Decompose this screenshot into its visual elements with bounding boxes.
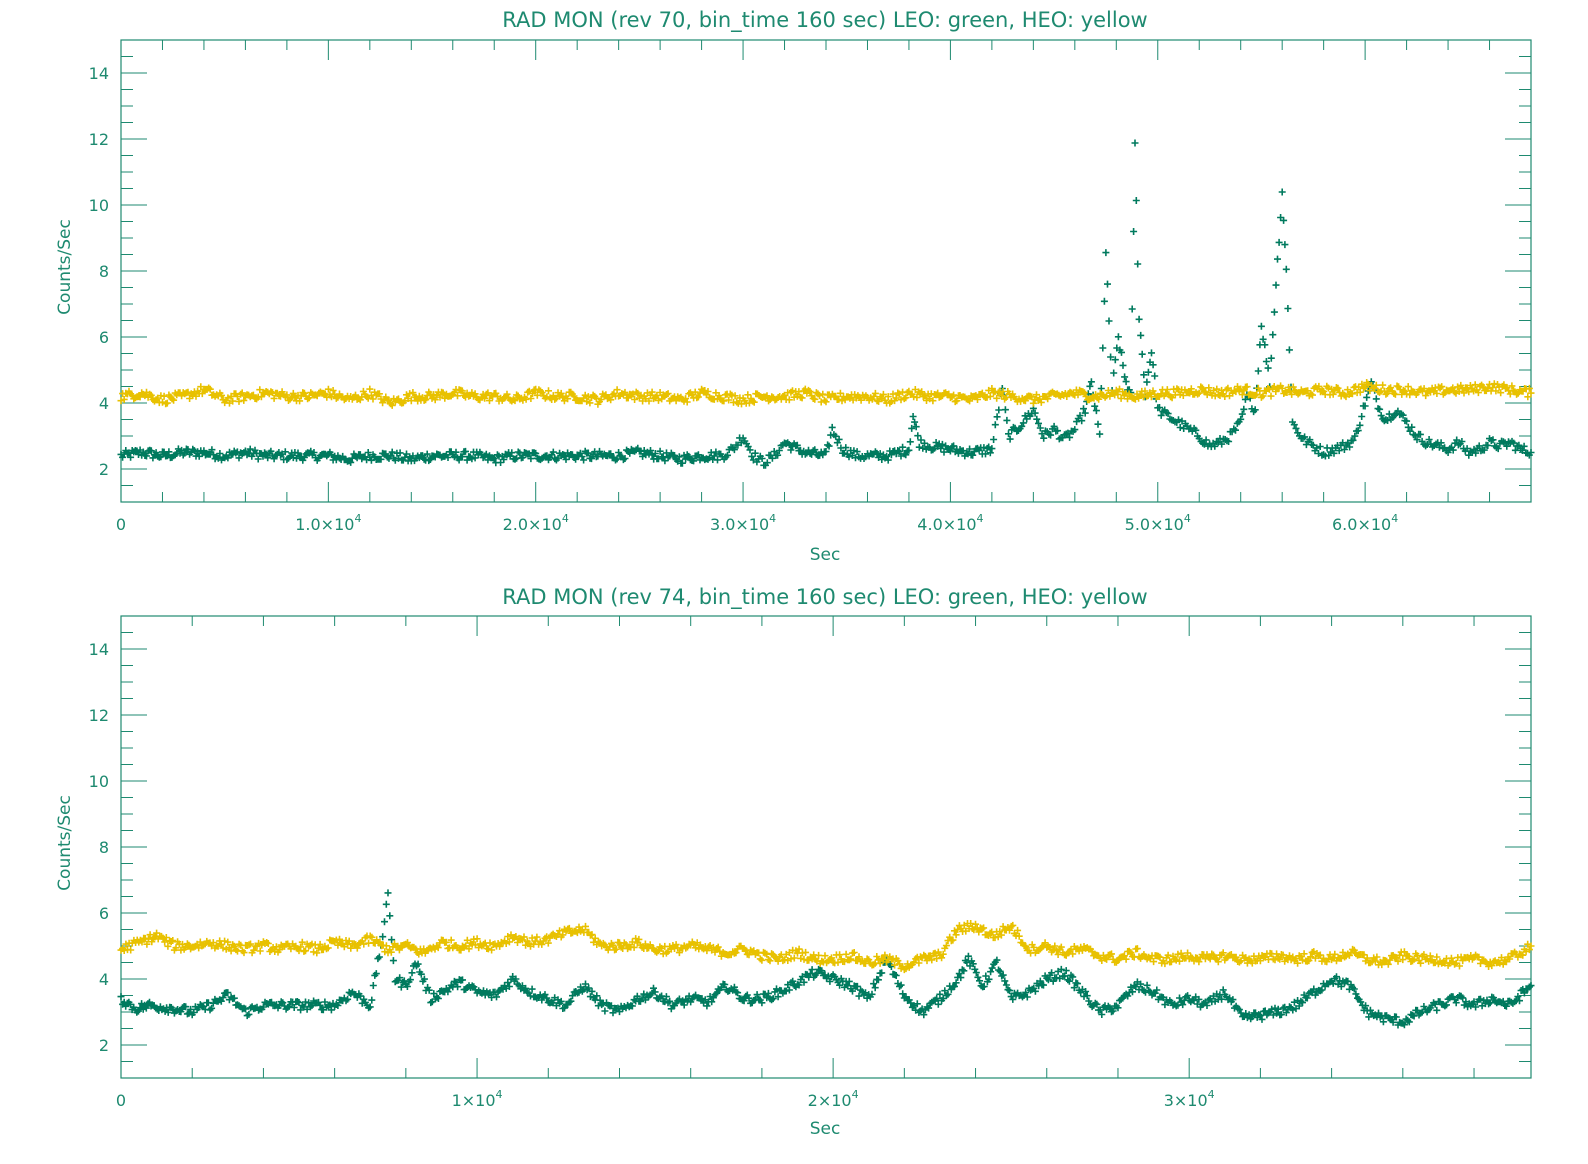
y-axis-label: Counts/Sec (55, 219, 75, 315)
x-tick-label: 0 (116, 1091, 126, 1110)
y-tick-label: 8 (99, 262, 109, 281)
x-tick-label: 4.0×104 (917, 512, 983, 534)
panel-rev-70: RAD MON (rev 70, bin_time 160 sec) LEO: … (55, 8, 1535, 565)
y-tick-labels: 2 4 6 8 10 12 14 (89, 64, 109, 479)
y-tick-label: 14 (89, 64, 109, 83)
panel-title: RAD MON (rev 74, bin_time 160 sec) LEO: … (502, 585, 1147, 610)
x-tick-label: 3×104 (1164, 1088, 1215, 1110)
y-tick-label: 4 (99, 970, 109, 989)
y-tick-label: 6 (99, 328, 109, 347)
x-tick-labels: 0 1×104 2×104 3×104 (116, 1088, 1215, 1110)
series-0 (117, 889, 1535, 1029)
series-1 (117, 379, 1535, 409)
y-tick-labels: 2 4 6 8 10 12 14 (89, 640, 109, 1055)
y-tick-label: 12 (89, 706, 109, 725)
axis-ticks (120, 615, 1531, 1079)
x-tick-label: 1×104 (452, 1088, 503, 1110)
data-series (117, 139, 1535, 469)
y-tick-label: 8 (99, 838, 109, 857)
series-0 (117, 139, 1535, 469)
y-tick-label: 12 (89, 130, 109, 149)
y-tick-label: 6 (99, 904, 109, 923)
series-markers (117, 920, 1535, 974)
x-tick-label: 6.0×104 (1332, 512, 1398, 534)
y-tick-label: 10 (89, 196, 109, 215)
x-axis-label: Sec (810, 545, 841, 565)
data-series (117, 889, 1535, 1029)
x-tick-labels: 0 1.0×104 2.0×104 3.0×104 4.0×104 5.0×104 6.0×… (116, 512, 1398, 534)
panel-rev-74: RAD MON (rev 74, bin_time 160 sec) LEO: … (55, 585, 1535, 1139)
x-tick-label: 2×104 (808, 1088, 859, 1110)
y-tick-label: 10 (89, 772, 109, 791)
y-tick-label: 14 (89, 640, 109, 659)
x-tick-label: 0 (116, 515, 126, 534)
series-markers (117, 139, 1535, 469)
x-tick-label: 3.0×104 (710, 512, 776, 534)
series-markers (117, 889, 1535, 1029)
panel-title: RAD MON (rev 70, bin_time 160 sec) LEO: … (502, 8, 1147, 33)
series-1 (117, 920, 1535, 974)
y-tick-label: 4 (99, 394, 109, 413)
x-tick-label: 5.0×104 (1125, 512, 1191, 534)
x-tick-label: 1.0×104 (295, 512, 361, 534)
y-tick-label: 2 (99, 1036, 109, 1055)
y-tick-label: 2 (99, 460, 109, 479)
x-axis-label: Sec (810, 1119, 841, 1139)
axis-ticks (120, 39, 1532, 503)
series-markers (117, 379, 1535, 409)
x-tick-label: 2.0×104 (503, 512, 569, 534)
y-axis-label: Counts/Sec (55, 795, 75, 891)
